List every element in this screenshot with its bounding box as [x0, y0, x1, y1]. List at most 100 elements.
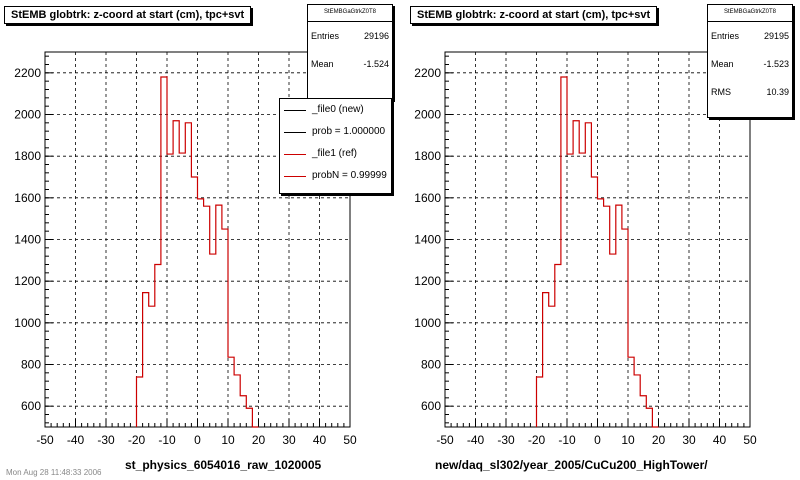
- right-ytick-label: 1800: [414, 149, 441, 163]
- right-entries-value: 29195: [763, 31, 789, 41]
- left-histogram-bin: [137, 377, 143, 427]
- right-histogram-bin: [555, 265, 561, 428]
- left-stats-mean-row: Mean -1.524: [308, 50, 392, 78]
- left-histogram-bin: [216, 205, 222, 427]
- left-ytick-label: 1400: [14, 233, 41, 247]
- right-histogram-bin: [622, 229, 628, 427]
- right-histogram-bin: [567, 154, 573, 427]
- left-ytick-label: 1800: [14, 149, 41, 163]
- left-mean-label: Mean: [311, 59, 334, 69]
- left-ytick-label: 2000: [14, 108, 41, 122]
- left-xtick-label: -30: [97, 433, 115, 447]
- right-stats-name: StEMBGaGtrkZ0T8: [708, 5, 792, 22]
- right-ytick-label: 1000: [414, 316, 441, 330]
- right-stats-rms-row: RMS 10.39: [708, 78, 792, 106]
- left-histogram-bin: [185, 123, 191, 427]
- right-ytick-label: 2000: [414, 108, 441, 122]
- left-histogram-bin: [155, 265, 161, 428]
- left-histogram-bin: [210, 254, 216, 427]
- right-histogram-bin: [561, 77, 567, 427]
- legend-row-new: _file0 (new): [280, 99, 391, 121]
- left-xtick-label: 10: [221, 433, 235, 447]
- right-ytick-label: 1200: [414, 274, 441, 288]
- legend-swatch-new: [284, 110, 306, 111]
- right-xtick-label: -40: [467, 433, 485, 447]
- left-histogram-bin: [143, 293, 149, 427]
- legend-label-new: _file0 (new): [312, 104, 364, 115]
- left-ytick-label: 1200: [14, 274, 41, 288]
- left-stats-entries-row: Entries 29196: [308, 22, 392, 50]
- left-histogram-bin: [198, 199, 204, 427]
- left-histogram-bin: [173, 121, 179, 427]
- legend-swatch-prob: [284, 132, 306, 133]
- left-stats-name: StEMBGaGtrkZ0T8: [308, 5, 392, 22]
- left-ytick-label: 600: [21, 399, 41, 413]
- right-xtick-label: -50: [436, 433, 454, 447]
- right-histogram-bin: [573, 121, 579, 427]
- right-rms-label: RMS: [711, 87, 731, 97]
- left-xtick-label: 20: [252, 433, 266, 447]
- right-histogram-bin: [610, 254, 616, 427]
- legend-swatch-ref: [284, 154, 306, 155]
- right-histogram-bin: [543, 293, 549, 427]
- left-plot-title: StEMB globtrk: z-coord at start (cm), tp…: [4, 6, 252, 24]
- right-xtick-label: -10: [558, 433, 576, 447]
- left-ytick-label: 800: [21, 358, 41, 372]
- legend-label-prob: prob = 1.000000: [312, 126, 386, 137]
- right-histogram-bin: [549, 306, 555, 427]
- right-mean-label: Mean: [711, 59, 734, 69]
- right-ytick-label: 1600: [414, 191, 441, 205]
- left-ytick-label: 2200: [14, 66, 41, 80]
- right-stats-box: StEMBGaGtrkZ0T8 Entries 29195 Mean -1.52…: [707, 4, 793, 118]
- left-ytick-label: 1000: [14, 316, 41, 330]
- right-ytick-label: 1400: [414, 233, 441, 247]
- left-stats-box: StEMBGaGtrkZ0T8 Entries 29196 Mean -1.52…: [307, 4, 393, 100]
- right-histogram-bin: [591, 177, 597, 427]
- right-histogram-bin: [585, 123, 591, 427]
- left-ytick-label: 1600: [14, 191, 41, 205]
- right-histogram-bin: [616, 205, 622, 427]
- right-histogram-bin: [628, 357, 634, 427]
- left-x-caption: st_physics_6054016_raw_1020005: [125, 458, 322, 472]
- left-histogram-bin: [240, 396, 246, 427]
- left-xtick-label: 30: [282, 433, 296, 447]
- right-xtick-label: -30: [497, 433, 515, 447]
- left-mean-value: -1.524: [363, 59, 389, 69]
- legend-swatch-probn: [284, 176, 306, 177]
- right-xtick-label: 40: [713, 433, 727, 447]
- left-entries-label: Entries: [311, 31, 340, 41]
- left-histogram-bin: [234, 375, 240, 427]
- left-histogram-bin: [149, 306, 155, 427]
- legend-row-prob: prob = 1.000000: [280, 121, 391, 143]
- left-histogram-bin: [228, 357, 234, 427]
- right-plot-title: StEMB globtrk: z-coord at start (cm), tp…: [410, 6, 658, 24]
- right-histogram-plot: -50 -40 -30 -20 -10 0 10 20 30 40 50 600 800 1000 1200…: [414, 51, 757, 447]
- legend-row-ref: _file1 (ref): [280, 143, 391, 165]
- right-xtick-label: 0: [594, 433, 601, 447]
- right-xtick-label: 50: [743, 433, 757, 447]
- right-histogram-bin: [579, 153, 585, 427]
- right-x-caption: new/daq_sl302/year_2005/CuCu200_HighTowe…: [435, 458, 708, 472]
- right-xtick-label: 30: [682, 433, 696, 447]
- left-histogram-plot: -50 -40 -30 -20 -10 0 10 20 30 40 50 600 800 1000 1200…: [14, 51, 357, 447]
- left-xtick-label: 0: [194, 433, 201, 447]
- left-xtick-label: -10: [158, 433, 176, 447]
- left-xtick-label: 40: [313, 433, 327, 447]
- right-xtick-label: -20: [528, 433, 546, 447]
- right-ytick-label: 2200: [414, 66, 441, 80]
- right-stats-entries-row: Entries 29195: [708, 22, 792, 50]
- right-histogram-bin: [646, 408, 652, 427]
- legend-row-probn: probN = 0.99999: [280, 165, 391, 187]
- right-ytick-label: 600: [421, 399, 441, 413]
- legend-label-ref: _file1 (ref): [312, 148, 358, 159]
- right-ytick-label: 800: [421, 358, 441, 372]
- left-xtick-label: 50: [343, 433, 357, 447]
- right-rms-value: 10.39: [766, 87, 789, 97]
- legend-label-probn: probN = 0.99999: [312, 170, 387, 181]
- left-histogram-bin: [191, 177, 197, 427]
- left-xtick-label: -50: [36, 433, 54, 447]
- left-histogram-bin: [167, 154, 173, 427]
- right-entries-label: Entries: [711, 31, 740, 41]
- left-histogram-bin: [246, 408, 252, 427]
